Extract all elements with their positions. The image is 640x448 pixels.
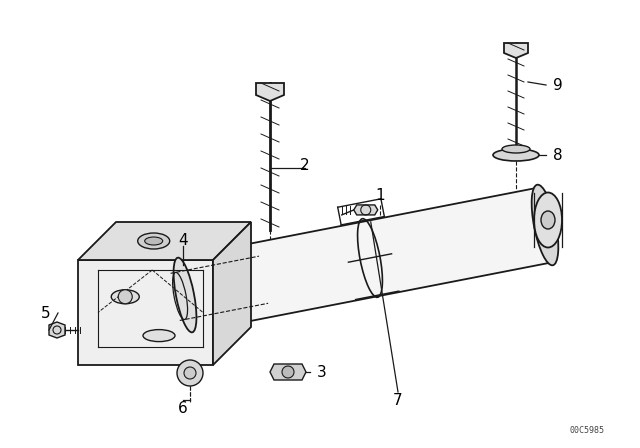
- Text: 4: 4: [178, 233, 188, 247]
- Polygon shape: [504, 43, 528, 58]
- Polygon shape: [78, 222, 251, 260]
- Text: 9: 9: [553, 78, 563, 92]
- Polygon shape: [78, 260, 213, 365]
- Circle shape: [118, 290, 132, 304]
- Text: 2: 2: [300, 158, 310, 172]
- Ellipse shape: [541, 211, 555, 229]
- Polygon shape: [213, 222, 251, 365]
- Text: 3: 3: [317, 365, 327, 379]
- Text: 6: 6: [178, 401, 188, 415]
- Circle shape: [282, 366, 294, 378]
- Polygon shape: [178, 188, 552, 332]
- Text: 8: 8: [553, 147, 563, 163]
- Text: 1: 1: [375, 188, 385, 202]
- Ellipse shape: [493, 149, 539, 161]
- Text: 5: 5: [41, 306, 51, 320]
- Ellipse shape: [145, 237, 163, 245]
- Polygon shape: [256, 83, 284, 101]
- Circle shape: [184, 367, 196, 379]
- Ellipse shape: [534, 193, 562, 247]
- Text: 00C5985: 00C5985: [570, 426, 605, 435]
- Polygon shape: [49, 322, 65, 338]
- Text: 7: 7: [393, 392, 403, 408]
- Ellipse shape: [532, 185, 558, 265]
- Ellipse shape: [138, 233, 170, 249]
- Polygon shape: [354, 205, 378, 215]
- Circle shape: [177, 360, 203, 386]
- Ellipse shape: [173, 258, 196, 332]
- Ellipse shape: [143, 330, 175, 342]
- Ellipse shape: [111, 290, 140, 304]
- Ellipse shape: [502, 145, 530, 153]
- Polygon shape: [270, 364, 306, 380]
